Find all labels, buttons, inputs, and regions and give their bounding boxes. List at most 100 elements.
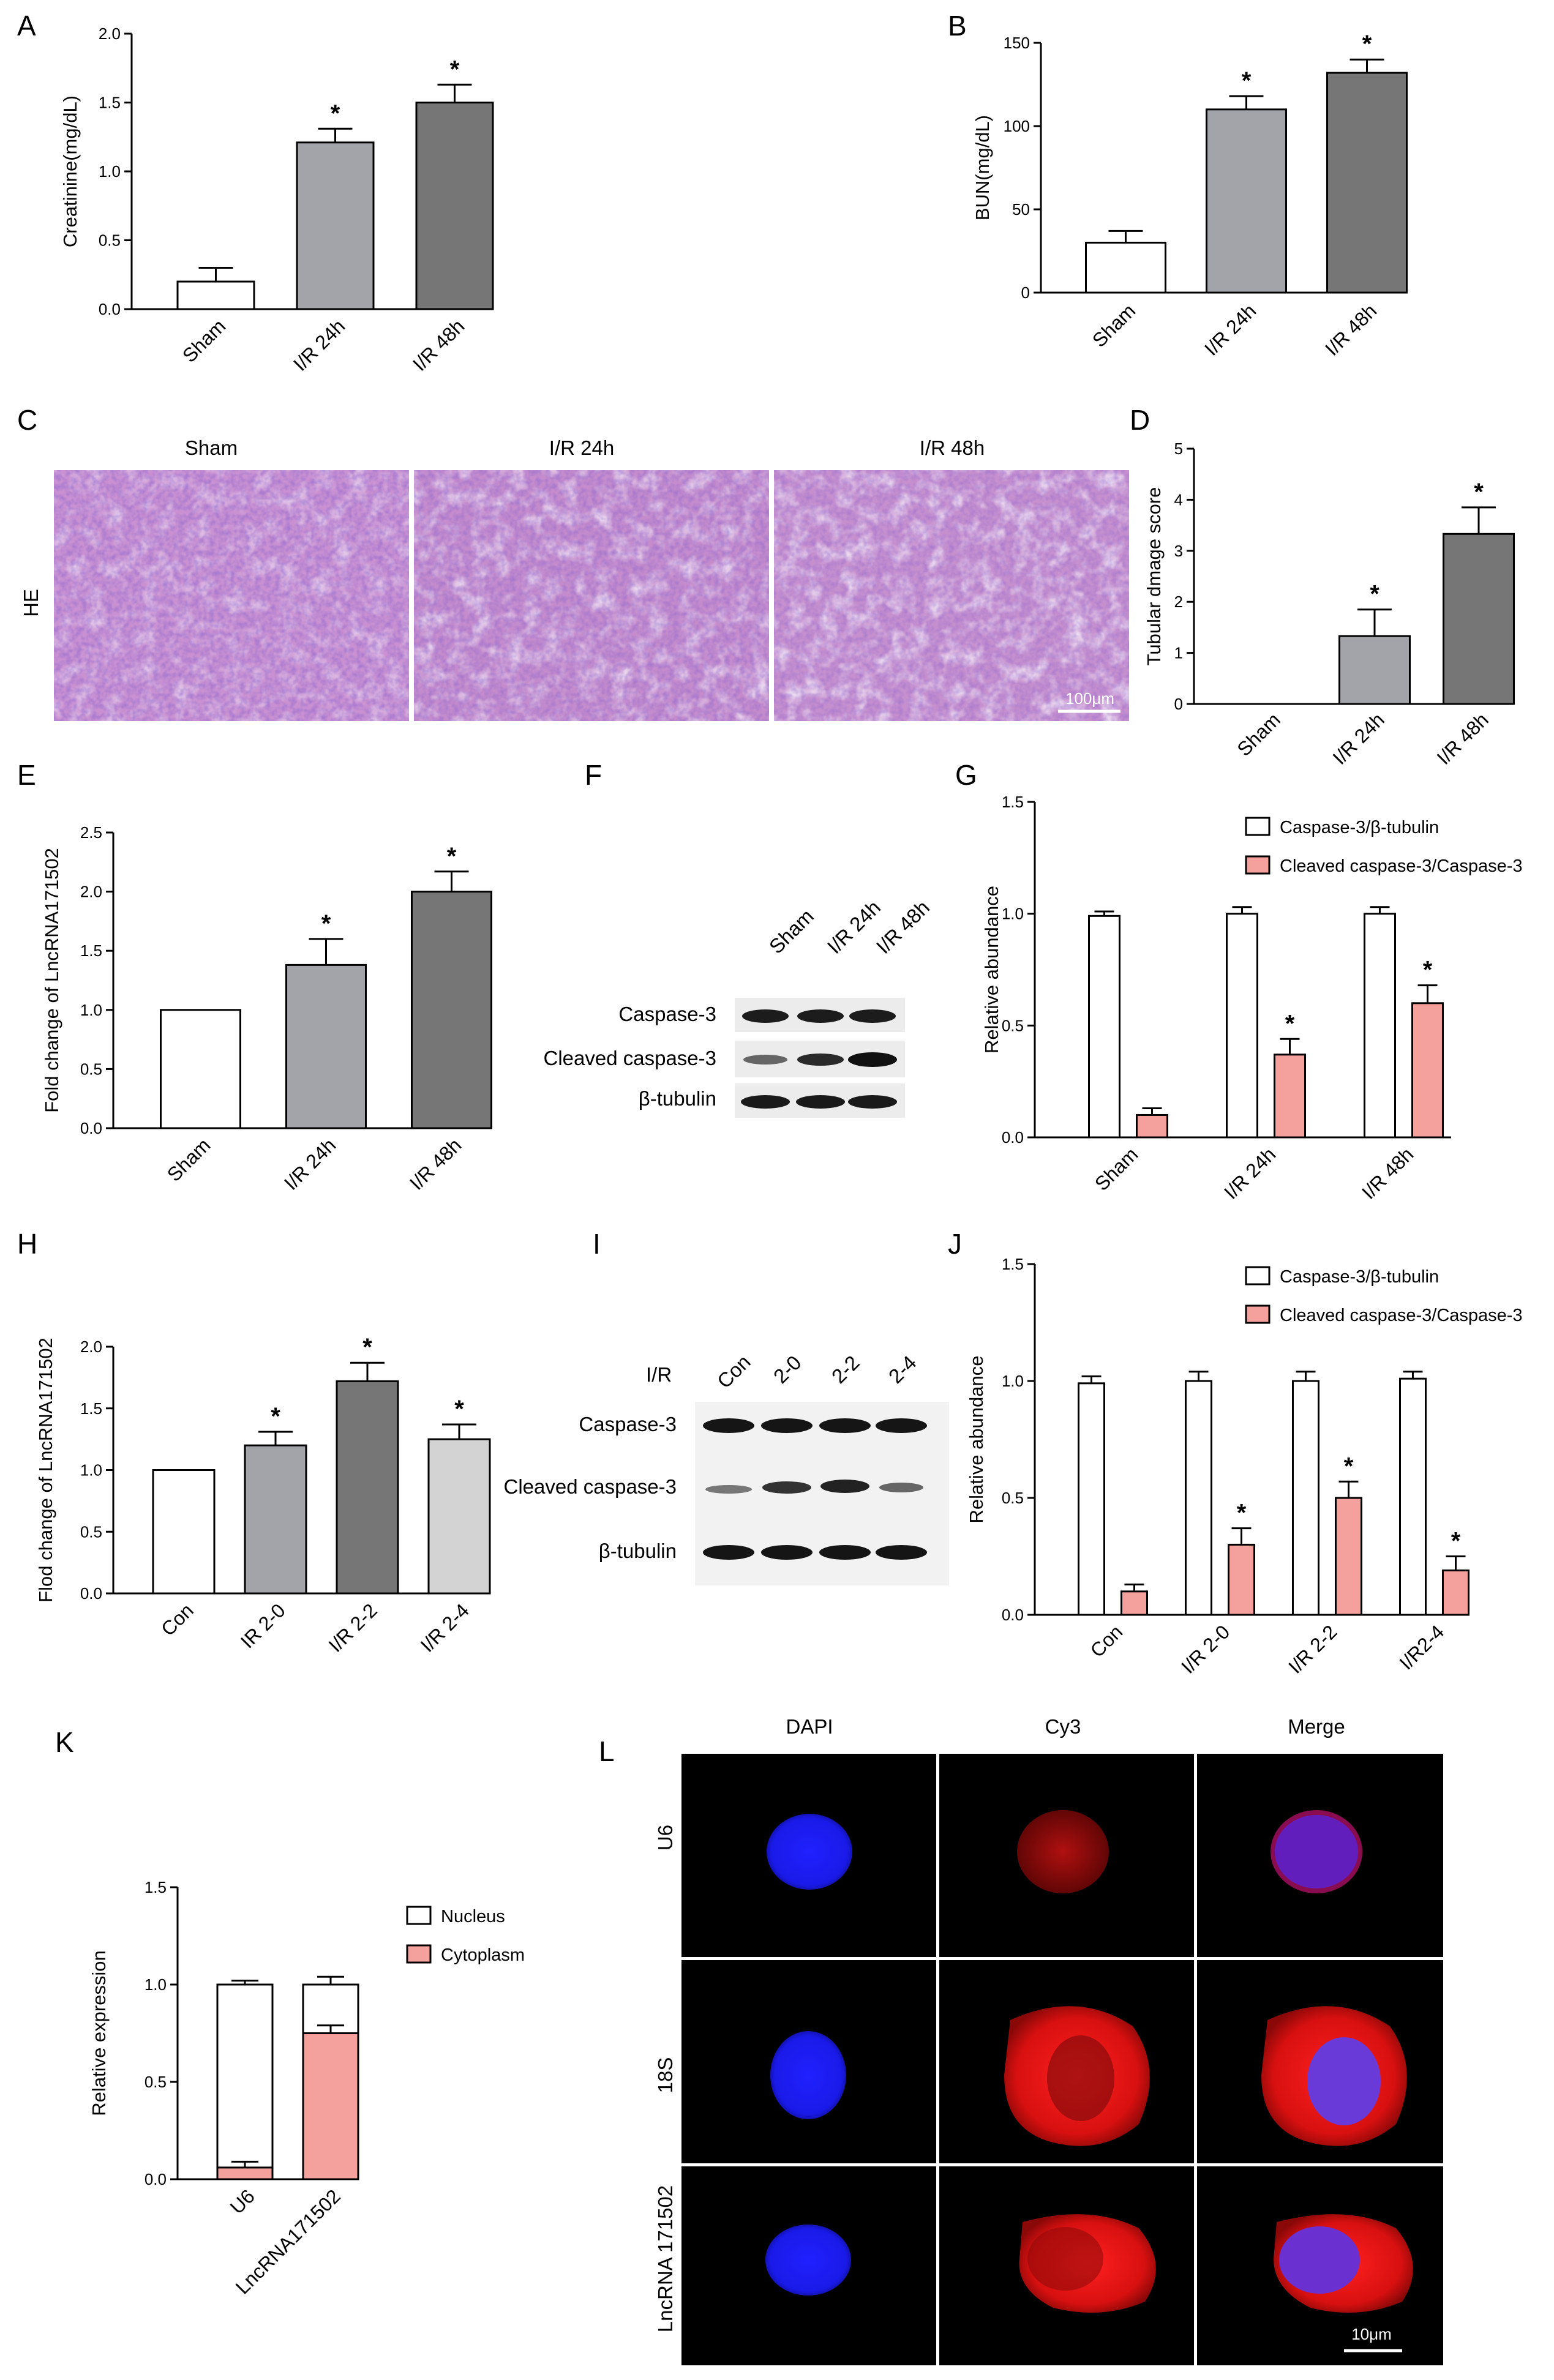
bar [152, 1469, 216, 1595]
y-axis-label: BUN(mg/dL) [972, 115, 993, 220]
x-tick-label: Sham [1088, 299, 1140, 351]
y-tick-label: 1.5 [80, 1399, 102, 1418]
fish-col-dapi: DAPI [786, 1715, 833, 1738]
y-tick-label: 2.5 [80, 823, 102, 842]
x-tick-label: I/R 48h [405, 1134, 465, 1194]
bar-caspase3 [1399, 1377, 1427, 1616]
he-image-ir24 [414, 470, 769, 721]
he-title-ir24: I/R 24h [549, 436, 614, 459]
x-tick-label: I/R 2-2 [325, 1599, 381, 1656]
bar-cytoplasm [302, 2032, 359, 2180]
panel-letter-e: E [17, 759, 36, 791]
blot-i-row-cleaved: Cleaved caspase-3 [504, 1475, 677, 1498]
chart-g: 0.0 0.5 1.0 1.5 Relative abundance Sham * I/R 2… [981, 793, 1523, 1203]
y-tick-label: 5 [1174, 440, 1183, 458]
y-axis-label: Fold change of LncRNA171502 [41, 848, 62, 1113]
y-tick-label: 1.0 [1002, 1372, 1024, 1390]
y-axis-label: Relative abundance [966, 1355, 987, 1523]
blot-i-header: I/R [646, 1363, 672, 1386]
x-tick-label: I/R 48h [1357, 1143, 1417, 1203]
blot-f-row-caspase3: Caspase-3 [618, 1003, 716, 1025]
y-tick-label: 0 [1021, 283, 1030, 302]
chart-a: 0.0 0.5 1.0 1.5 2.0 Creatinine(mg/dL) Sham * I/R… [59, 24, 494, 375]
significance-mark: * [1285, 1010, 1295, 1037]
significance-mark: * [454, 1396, 464, 1423]
bar [1085, 241, 1166, 294]
y-tick-label: 0.5 [1002, 1016, 1024, 1035]
legend: Caspase-3/β-tubulin Cleaved caspase-3/Cas… [1245, 817, 1523, 876]
panel-letter-l: L [599, 1735, 615, 1767]
legend-swatch [406, 1906, 432, 1925]
panel-letter-f: F [585, 759, 602, 791]
x-tick-label: I/R 2-0 [1177, 1620, 1234, 1677]
x-tick-label: Con [1086, 1620, 1127, 1661]
chart-e: 0.0 0.5 1.0 1.5 2.0 2.5 Fold change of LncRNA1… [41, 823, 492, 1194]
bar [160, 1009, 241, 1129]
y-axis-label: Flod change of LncRNA171502 [35, 1338, 56, 1603]
x-tick-label: I/R 2-4 [416, 1599, 473, 1656]
bar-cleaved-caspase3 [1228, 1543, 1255, 1616]
bar-nucleus [216, 1983, 274, 2180]
significance-mark: * [1237, 1500, 1247, 1527]
blot-f-lane-sham: Sham [765, 905, 818, 958]
x-tick-label: I/R 2-2 [1284, 1620, 1341, 1677]
blot-f-row-tubulin: β-tubulin [639, 1087, 716, 1110]
bar-caspase3 [1088, 915, 1120, 1139]
blot-i-lane-con: Con [713, 1350, 755, 1393]
bar-caspase3 [1078, 1382, 1105, 1616]
bar-caspase3 [1364, 913, 1396, 1139]
blot-i-row-tubulin: β-tubulin [599, 1540, 677, 1562]
legend-label: Cytoplasm [441, 1945, 525, 1965]
legend-label: Nucleus [441, 1907, 505, 1926]
blot-i-lane-2-0: 2-0 [769, 1351, 806, 1388]
y-tick-label: 0.0 [80, 1584, 102, 1603]
panel-letter-j: J [948, 1228, 962, 1260]
blot-i-bands [703, 1418, 927, 1560]
blot-i-lane-2-2: 2-2 [827, 1351, 864, 1388]
y-tick-label: 50 [1012, 200, 1030, 219]
y-tick-label: 1.5 [145, 1878, 167, 1896]
chart-d: 0 1 2 3 4 5 Tubular dmage score Sham * I/R 24h * I/… [1143, 440, 1515, 769]
panel-letter-c: C [17, 404, 37, 436]
x-tick-label: Sham [1233, 708, 1285, 760]
bar-cleaved-caspase3 [1442, 1569, 1470, 1616]
y-tick-label: 3 [1174, 542, 1183, 560]
y-tick-label: 1.0 [1002, 905, 1024, 923]
he-title-ir48: I/R 48h [920, 436, 985, 459]
panel-letter-b: B [948, 10, 967, 42]
x-tick-label: I/R 24h [289, 315, 349, 375]
x-tick-label: I/R 24h [1329, 708, 1389, 768]
bar [285, 964, 367, 1129]
x-tick-label: Sham [1090, 1143, 1143, 1195]
y-tick-label: 2.0 [80, 883, 102, 901]
he-scale-bar-label: 100μm [1065, 689, 1114, 708]
y-tick-label: 0.0 [145, 2170, 167, 2188]
fish-row-lncrna: LncRNA 171502 [654, 2185, 677, 2332]
bar-cytoplasm [216, 2166, 274, 2180]
x-tick-label: IR 2-0 [236, 1599, 290, 1652]
legend: Caspase-3/β-tubulin Cleaved caspase-3/Cas… [1245, 1266, 1523, 1325]
he-image-ir48 [774, 470, 1129, 721]
panel-letter-a: A [17, 10, 36, 42]
significance-mark: * [1242, 67, 1252, 94]
legend-label: Cleaved caspase-3/Caspase-3 [1280, 856, 1523, 876]
y-tick-label: 1.5 [99, 94, 121, 112]
y-tick-label: 150 [1004, 34, 1030, 52]
panel-letter-i: I [593, 1228, 601, 1260]
legend-swatch [1245, 1304, 1271, 1324]
blot-i-lane-2-4: 2-4 [884, 1351, 921, 1388]
blot-i-row-caspase3: Caspase-3 [579, 1413, 677, 1435]
panel-letters: A B C D E F G H I J K L [17, 10, 1150, 1767]
chart-j: 0.0 0.5 1.0 1.5 Relative abundance Con * I/R 2-… [966, 1255, 1523, 1678]
fish-col-cy3: Cy3 [1045, 1715, 1081, 1738]
bar [427, 1438, 491, 1595]
legend-swatch [1245, 817, 1271, 836]
panel-letter-d: D [1130, 404, 1150, 436]
x-tick-label: U6 [226, 2185, 259, 2218]
blot-f-lane-ir48: I/R 48h [872, 896, 934, 958]
y-axis-label: Tubular dmage score [1143, 487, 1165, 666]
significance-mark: * [1362, 31, 1372, 58]
bar [1443, 533, 1515, 705]
